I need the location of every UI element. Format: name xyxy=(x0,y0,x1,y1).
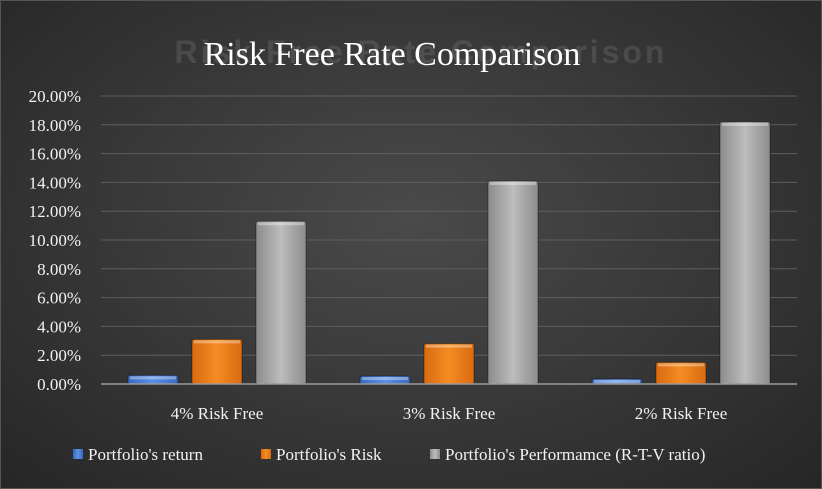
y-tick-label: 8.00% xyxy=(37,260,81,279)
y-axis-ticks: 0.00% 2.00% 4.00% 6.00% 8.00% 10.00% 12.00% 14.… xyxy=(29,87,81,394)
y-tick-label: 12.00% xyxy=(29,202,81,221)
y-tick-label: 4.00% xyxy=(37,317,81,336)
y-tick-label: 2.00% xyxy=(37,346,81,365)
legend-swatch xyxy=(73,449,83,459)
bar-highlight xyxy=(594,379,640,383)
legend-swatch xyxy=(261,449,271,459)
bar-performance xyxy=(255,220,307,385)
legend-label: Portfolio's Performamce (R-T-V ratio) xyxy=(445,445,705,464)
x-category-label: 2% Risk Free xyxy=(635,404,728,423)
bar-highlight xyxy=(722,122,768,126)
bar-highlight xyxy=(194,340,240,344)
bar-highlight xyxy=(658,363,704,367)
x-category-label: 3% Risk Free xyxy=(403,404,496,423)
legend-swatch xyxy=(430,449,440,459)
bars xyxy=(127,121,771,385)
bar-highlight xyxy=(362,377,408,381)
bar-performance xyxy=(719,121,771,385)
y-tick-label: 6.00% xyxy=(37,289,81,308)
bar-highlight xyxy=(490,181,536,185)
bar-risk xyxy=(191,338,243,385)
x-category-label: 4% Risk Free xyxy=(171,404,264,423)
bar-performance xyxy=(487,180,539,385)
legend: Portfolio's return Portfolio's Risk Portfo… xyxy=(73,445,705,464)
y-tick-label: 20.00% xyxy=(29,87,81,106)
y-tick-label: 0.00% xyxy=(37,375,81,394)
x-axis-categories: 4% Risk Free 3% Risk Free 2% Risk Free xyxy=(171,404,728,423)
bar-highlight xyxy=(258,222,304,226)
y-tick-label: 10.00% xyxy=(29,231,81,250)
chart-title-reflection: Risk Free Rate Comparison xyxy=(175,34,668,70)
y-tick-label: 18.00% xyxy=(29,116,81,135)
bar-highlight xyxy=(130,376,176,380)
gridlines xyxy=(101,95,797,356)
y-tick-label: 14.00% xyxy=(29,173,81,192)
legend-label: Portfolio's return xyxy=(88,445,203,464)
bar-risk xyxy=(423,343,475,385)
legend-label: Portfolio's Risk xyxy=(276,445,382,464)
chart-title: Risk Free Rate Comparison xyxy=(204,36,581,73)
bar-highlight xyxy=(426,344,472,348)
y-tick-label: 16.00% xyxy=(29,145,81,164)
